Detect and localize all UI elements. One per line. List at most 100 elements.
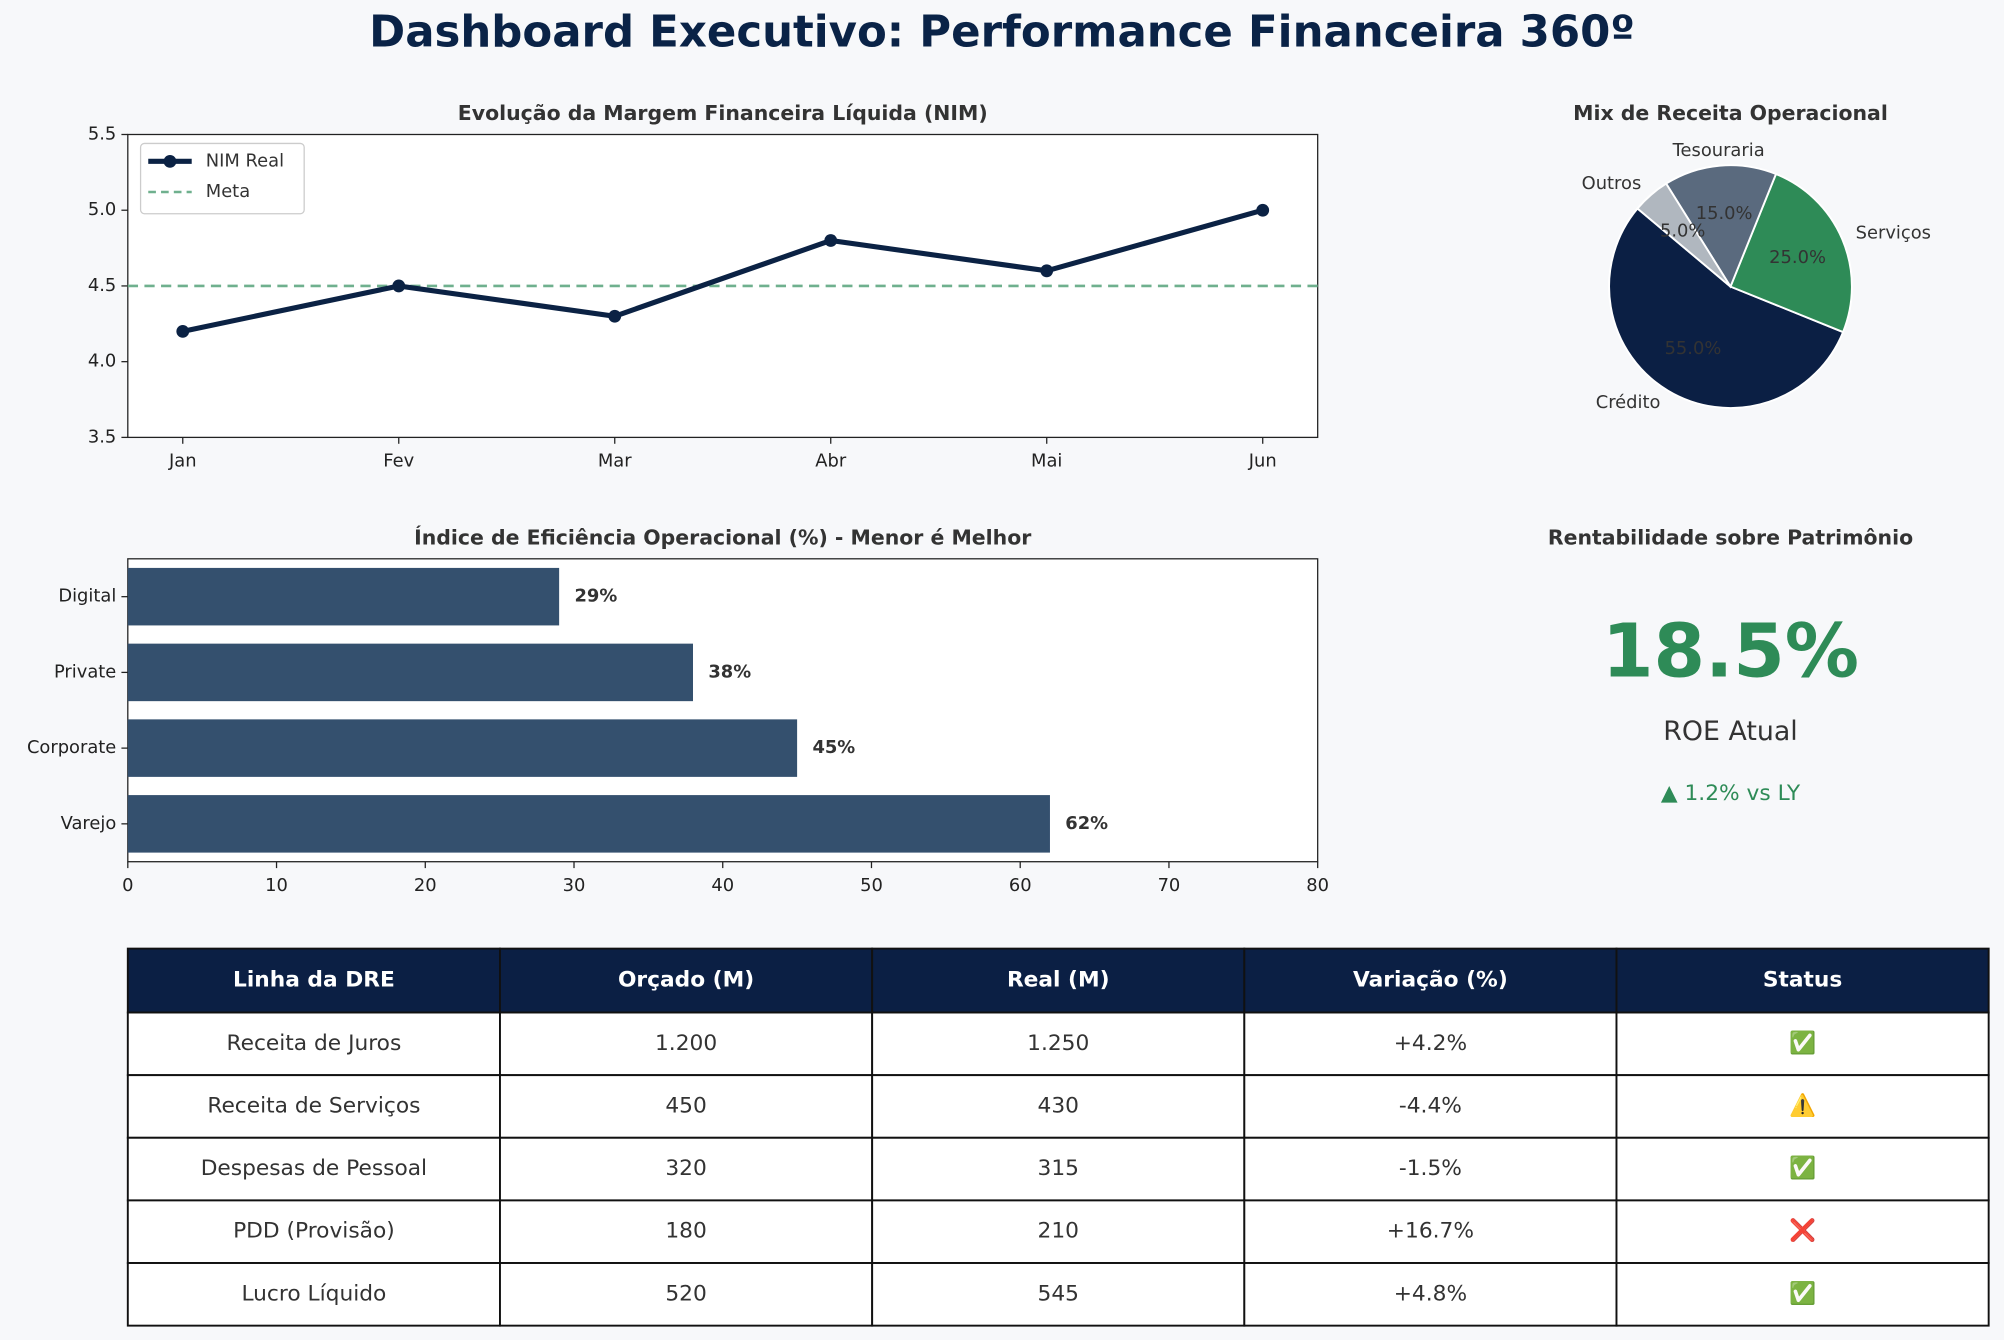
table-cell (126, 1136, 501, 1202)
bar (127, 567, 560, 626)
slice-value-label: 55.0% (1665, 338, 1722, 359)
table-cell-text: ✅ (1789, 1155, 1816, 1181)
y-tick-label: Varejo (61, 813, 117, 834)
y-tick-label: 4.0 (88, 351, 116, 372)
data-point (176, 324, 190, 338)
bar (127, 795, 1050, 853)
x-tick-label: Mar (598, 451, 632, 472)
table-cell-text: 320 (665, 1156, 706, 1181)
table-header-cell (871, 947, 1246, 1014)
x-tick-label: Jun (1248, 451, 1277, 472)
x-tick-label: Jan (168, 451, 197, 472)
table-cell (871, 1199, 1246, 1264)
table-cell-text: ✅ (1789, 1030, 1816, 1056)
table-header-text: Real (M) (1007, 968, 1110, 993)
data-point (392, 279, 406, 293)
x-tick-label: Abr (815, 451, 847, 472)
slice-label: Serviços (1856, 222, 1931, 243)
table-cell (1243, 1136, 1618, 1202)
table-cell-text: 180 (665, 1219, 706, 1244)
x-tick-label: Fev (383, 451, 414, 472)
data-point (1040, 264, 1054, 278)
x-tick-label: 30 (563, 875, 586, 896)
table-header-text: Variação (%) (1353, 968, 1508, 993)
table-cell (1615, 1074, 1990, 1139)
table-cell-text: 210 (1038, 1219, 1079, 1244)
bar (127, 719, 798, 777)
table-cell (871, 1011, 1246, 1077)
table-header-text: Orçado (M) (618, 968, 754, 993)
table-cell (499, 1136, 874, 1202)
table-cell-text: -1.5% (1399, 1156, 1462, 1181)
table-header-text: Status (1763, 968, 1842, 993)
table-cell (499, 1199, 874, 1264)
table-cell (1615, 1262, 1990, 1327)
table-cell-text: Despesas de Pessoal (201, 1156, 427, 1181)
pie-slice (1664, 164, 1778, 289)
bar-value-label: 38% (708, 661, 751, 682)
x-tick-label: 0 (122, 875, 133, 896)
table-cell-text: ⚠️ (1789, 1092, 1816, 1118)
table-cell (1615, 1136, 1990, 1202)
bar-value-label: 29% (574, 586, 617, 607)
legend-label: Meta (206, 181, 250, 202)
y-tick-label: 5.5 (88, 123, 116, 144)
x-tick-label: 60 (1009, 875, 1032, 896)
table-header-cell (1615, 947, 1990, 1014)
pie-slice (1636, 182, 1732, 288)
x-tick-label: 70 (1158, 875, 1181, 896)
x-tick-label: Mai (1031, 451, 1062, 472)
y-tick-label: 3.5 (88, 426, 116, 447)
kpi-title: Rentabilidade sobre Patrimônio (1548, 525, 1913, 549)
table-cell-text: +4.2% (1394, 1031, 1467, 1056)
table-cell-text: Lucro Líquido (241, 1281, 386, 1306)
chart-title: Evolução da Margem Financeira Líquida (N… (458, 101, 988, 125)
slice-label: Outros (1582, 173, 1642, 194)
table-header-cell (1243, 947, 1618, 1014)
table-cell-text: 430 (1038, 1093, 1079, 1118)
data-point (1256, 203, 1270, 217)
y-tick-label: 5.0 (88, 199, 116, 220)
table-cell (499, 1262, 874, 1327)
bar-value-label: 62% (1065, 813, 1108, 834)
bar (127, 643, 693, 702)
legend-label: NIM Real (206, 150, 284, 171)
bar-value-label: 45% (812, 737, 855, 758)
x-tick-label: 80 (1306, 875, 1329, 896)
x-tick-label: 10 (265, 875, 288, 896)
chart-title: Mix de Receita Operacional (1573, 101, 1888, 125)
table-cell (871, 1262, 1246, 1327)
plot-area (127, 133, 1319, 439)
table-cell-text: 1.200 (655, 1031, 717, 1056)
table-cell (126, 1262, 501, 1327)
table-cell-text: 450 (665, 1093, 706, 1118)
x-tick-label: 20 (414, 875, 437, 896)
table-cell-text: +4.8% (1394, 1281, 1467, 1306)
table-cell (1243, 1199, 1618, 1264)
table-cell-text: Receita de Juros (226, 1031, 401, 1056)
legend-marker (163, 154, 177, 168)
table-header-cell (126, 947, 501, 1014)
table-cell-text: -4.4% (1399, 1093, 1462, 1118)
kpi-value: 18.5% (1602, 608, 1859, 694)
kpi-label: ROE Atual (1663, 716, 1798, 747)
slice-label: Tesouraria (1672, 140, 1765, 161)
table-cell-text: 1.250 (1027, 1031, 1089, 1056)
table-cell (126, 1199, 501, 1264)
table-cell-text: 545 (1038, 1281, 1079, 1306)
table-cell-text: 315 (1038, 1156, 1079, 1181)
slice-value-label: 25.0% (1769, 247, 1826, 268)
kpi-delta: ▲ 1.2% vs LY (1661, 781, 1801, 806)
data-point (608, 309, 622, 323)
table-cell (1243, 1011, 1618, 1077)
x-tick-label: 40 (711, 875, 734, 896)
slice-label: Crédito (1596, 392, 1661, 413)
table-cell-text: +16.7% (1387, 1219, 1474, 1244)
table-header-text: Linha da DRE (233, 968, 395, 993)
y-tick-label: Corporate (27, 737, 116, 758)
slice-value-label: 5.0% (1660, 221, 1705, 242)
table-cell-text: ❌ (1789, 1218, 1816, 1244)
table-cell-text: ✅ (1789, 1280, 1816, 1306)
